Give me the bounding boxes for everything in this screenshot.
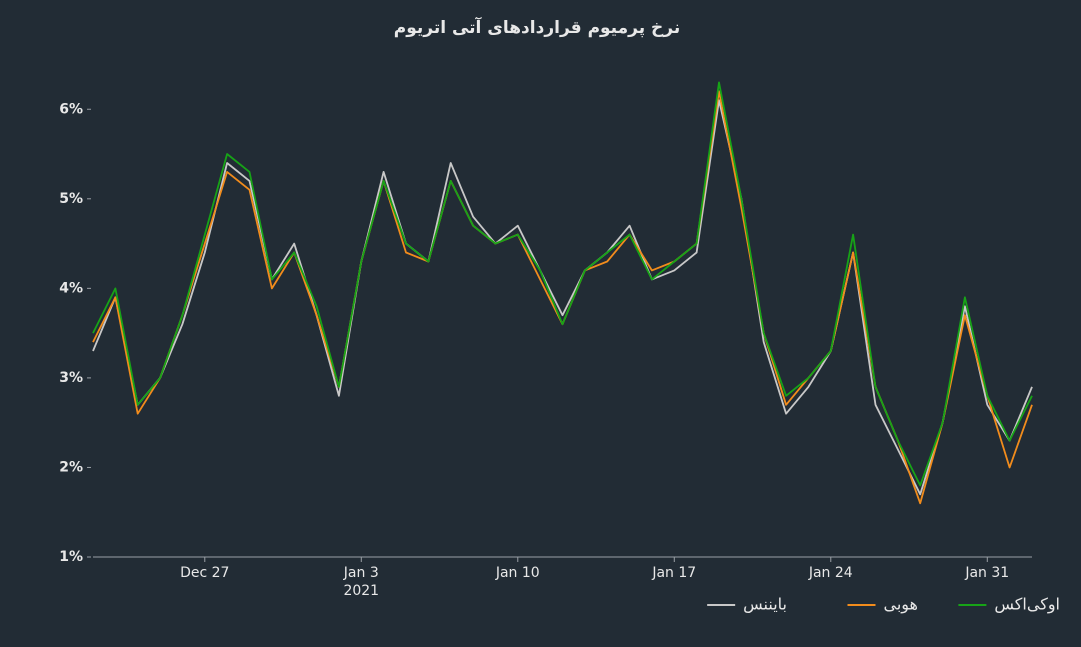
chart-title: نرخ پرمیوم قراردادهای آتی اتریوم: [394, 16, 680, 38]
y-tick-label: 1%: [59, 549, 83, 565]
x-tick-label: Jan 3 2021: [343, 565, 379, 599]
y-tick-label: 6%: [59, 101, 83, 117]
legend-label: هوبی: [884, 595, 919, 615]
x-tick-label: Jan 24: [808, 565, 853, 581]
series-line: [92, 99, 1033, 496]
y-tick-label: 3%: [59, 370, 83, 386]
y-tick-label: 2%: [59, 459, 83, 475]
x-tick-label: Jan 31: [964, 565, 1009, 581]
series-line: [92, 81, 1033, 487]
legend-label: بایننس: [743, 595, 787, 615]
y-tick-label: 4%: [59, 280, 83, 296]
y-tick-label: 5%: [59, 191, 83, 207]
x-tick-label: Dec 27: [180, 565, 229, 581]
x-tick-label: Jan 10: [495, 565, 540, 581]
x-tick-label: Jan 17: [651, 565, 696, 581]
legend-label: اوکی‌اکس: [994, 595, 1060, 615]
